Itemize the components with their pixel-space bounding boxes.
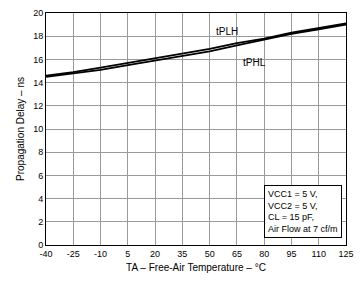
- svg-text:-10: -10: [94, 249, 107, 259]
- svg-text:5: 5: [125, 249, 130, 259]
- svg-text:10: 10: [33, 124, 43, 134]
- svg-text:6: 6: [38, 171, 43, 181]
- svg-text:80: 80: [259, 249, 269, 259]
- svg-text:125: 125: [338, 249, 353, 259]
- svg-text:-40: -40: [39, 249, 52, 259]
- svg-text:tPLH: tPLH: [216, 26, 238, 37]
- svg-text:Propagation Delay – ns: Propagation Delay – ns: [15, 77, 26, 181]
- svg-text:20: 20: [33, 8, 43, 18]
- svg-text:14: 14: [33, 78, 43, 88]
- svg-text:95: 95: [286, 249, 296, 259]
- svg-text:8: 8: [38, 147, 43, 157]
- svg-text:20: 20: [150, 249, 160, 259]
- svg-text:12: 12: [33, 101, 43, 111]
- svg-text:18: 18: [33, 31, 43, 41]
- svg-text:50: 50: [205, 249, 215, 259]
- svg-text:16: 16: [33, 55, 43, 65]
- svg-text:110: 110: [312, 249, 326, 259]
- svg-text:VCC1 = 5 V,VCC2 = 5 V,CL = 15: VCC1 = 5 V,VCC2 = 5 V,CL = 15 pF,Air Flo…: [268, 189, 338, 234]
- svg-text:65: 65: [232, 249, 242, 259]
- svg-text:35: 35: [177, 249, 187, 259]
- svg-text:4: 4: [38, 194, 43, 204]
- svg-text:-25: -25: [67, 249, 80, 259]
- svg-text:0: 0: [38, 240, 43, 250]
- svg-text:tPHL: tPHL: [243, 57, 266, 68]
- svg-text:TA – Free-Air Temperature – °C: TA – Free-Air Temperature – °C: [126, 262, 266, 273]
- svg-text:2: 2: [38, 217, 43, 227]
